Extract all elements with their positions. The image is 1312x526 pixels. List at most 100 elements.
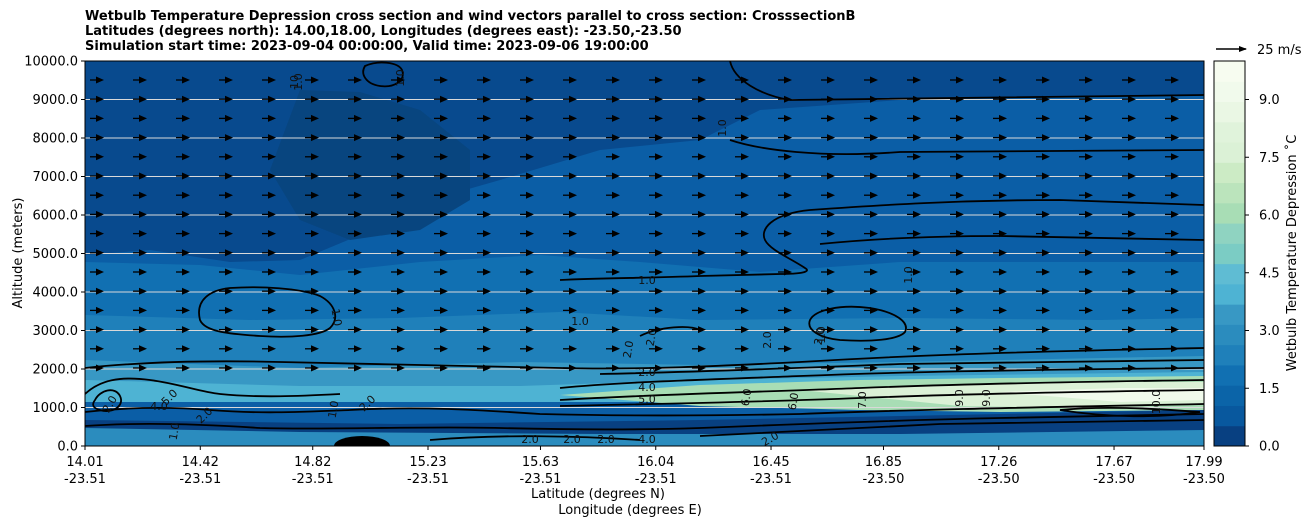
wind-vector: [735, 364, 749, 372]
wind-vector: [735, 172, 749, 180]
wind-vector: [262, 249, 276, 257]
wind-vector: [778, 306, 792, 314]
wind-vector: [305, 364, 319, 372]
wind-vector: [864, 210, 878, 218]
wind-vector: [907, 230, 921, 238]
x-tick-label-lon: -23.50: [1183, 472, 1225, 487]
wind-vector: [477, 210, 491, 218]
wind-vector: [864, 306, 878, 314]
wind-vector: [907, 287, 921, 295]
wind-vector: [821, 210, 835, 218]
wind-vector: [692, 172, 706, 180]
wind-vector: [821, 326, 835, 334]
x-tick-label-lon: -23.50: [978, 472, 1020, 487]
wind-vector: [563, 268, 577, 276]
wind-vector: [477, 326, 491, 334]
y-tick-label: 2000.0: [33, 363, 79, 378]
wind-vector: [477, 191, 491, 199]
wind-vector: [1165, 153, 1179, 161]
wind-vector: [434, 114, 448, 122]
contour-line: [429, 435, 641, 441]
wind-vector: [649, 95, 663, 103]
wind-vector: [735, 268, 749, 276]
wind-vector: [90, 364, 104, 372]
wind-vector: [133, 287, 147, 295]
wind-vector: [133, 364, 147, 372]
wind-vector: [176, 134, 190, 142]
wind-vector: [1079, 210, 1093, 218]
wind-vector: [1165, 191, 1179, 199]
wind-vector: [1079, 76, 1093, 84]
wind-vector: [348, 287, 362, 295]
contour-line: [85, 347, 1204, 370]
wind-vector: [907, 306, 921, 314]
wind-vector: [219, 230, 233, 238]
wind-vector: [1036, 230, 1050, 238]
wind-vector: [348, 230, 362, 238]
x-axis-ticks: 14.01 -23.51 14.42 -23.51 14.82 -23.51 15.23 -2…: [64, 446, 1225, 487]
wind-vector: [864, 326, 878, 334]
wind-vector: [907, 364, 921, 372]
colorbar-tick-label: 6.0: [1259, 209, 1280, 224]
wind-vector: [993, 153, 1007, 161]
wind-vector: [520, 345, 534, 353]
x-tick-label-lat: 17.99: [1185, 455, 1222, 470]
wind-vector: [692, 210, 706, 218]
x-tick-label-lat: 16.04: [637, 455, 674, 470]
wind-vector: [735, 134, 749, 142]
wind-vector: [1079, 249, 1093, 257]
wind-vector: [735, 345, 749, 353]
colorbar-swatch: [1214, 182, 1245, 204]
wind-vector: [606, 191, 620, 199]
wind-vector: [864, 134, 878, 142]
wind-vector: [1122, 306, 1136, 314]
contour-lines: [85, 61, 1204, 441]
wind-vector: [391, 287, 405, 295]
wind-vector: [305, 191, 319, 199]
wind-vector: [606, 345, 620, 353]
x-tick-label-lon: -23.50: [863, 472, 905, 487]
wind-vector: [907, 210, 921, 218]
wind-vector: [1165, 134, 1179, 142]
wind-vector: [219, 268, 233, 276]
wind-vector: [348, 249, 362, 257]
wind-vector: [606, 76, 620, 84]
wind-vector: [305, 153, 319, 161]
wind-vector: [305, 306, 319, 314]
wind-vector: [434, 172, 448, 180]
wind-vector: [563, 326, 577, 334]
wind-vector: [305, 287, 319, 295]
contour-line: [639, 326, 701, 337]
y-axis-ticks: 0.0 1000.0 2000.0 3000.0 4000.0 5000.0 6000.0 7…: [24, 55, 85, 455]
wind-vector: [950, 114, 964, 122]
contour-label: 1.0: [716, 119, 729, 137]
wind-vector: [262, 191, 276, 199]
wind-vector: [348, 76, 362, 84]
wind-vector: [993, 134, 1007, 142]
wind-vector: [1079, 114, 1093, 122]
wind-vector: [821, 153, 835, 161]
wind-vector: [434, 249, 448, 257]
colorbar-swatch: [1214, 202, 1245, 224]
wind-vector: [305, 76, 319, 84]
wind-vector: [606, 364, 620, 372]
x-tick-label-lat: 16.45: [752, 455, 789, 470]
fill-low-lightgreen: [800, 382, 1204, 408]
wind-vector: [1036, 172, 1050, 180]
wind-vector: [219, 134, 233, 142]
wind-vector: [735, 210, 749, 218]
wind-vector: [133, 326, 147, 334]
wind-vector: [993, 210, 1007, 218]
wind-vector: [563, 76, 577, 84]
wind-vector: [950, 326, 964, 334]
wind-vector: [520, 287, 534, 295]
contour-line: [559, 389, 1204, 407]
contour-label: 1.0: [292, 73, 305, 91]
wind-vector: [1079, 191, 1093, 199]
wind-vector: [90, 326, 104, 334]
x-tick-label-lat: 17.67: [1095, 455, 1132, 470]
x-tick-label-lat: 14.82: [294, 455, 331, 470]
wind-vector: [993, 172, 1007, 180]
contour-line: [559, 379, 1204, 401]
